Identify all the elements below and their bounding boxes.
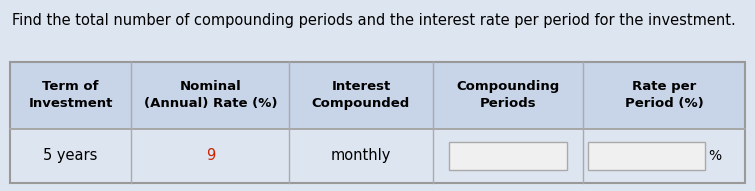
Text: Find the total number of compounding periods and the interest rate per period fo: Find the total number of compounding per… <box>12 13 736 28</box>
Bar <box>10 62 745 129</box>
Bar <box>588 142 704 170</box>
Text: Term of
Investment: Term of Investment <box>29 80 112 110</box>
Text: 5 years: 5 years <box>44 148 98 163</box>
Text: %: % <box>709 149 722 163</box>
Text: Nominal
(Annual) Rate (%): Nominal (Annual) Rate (%) <box>143 80 277 110</box>
Bar <box>10 62 745 183</box>
Text: Compounding
Periods: Compounding Periods <box>456 80 559 110</box>
Bar <box>10 129 745 183</box>
Text: Rate per
Period (%): Rate per Period (%) <box>625 80 704 110</box>
Text: monthly: monthly <box>331 148 391 163</box>
Bar <box>449 142 567 170</box>
Text: Interest
Compounded: Interest Compounded <box>312 80 410 110</box>
Text: 9: 9 <box>205 148 215 163</box>
